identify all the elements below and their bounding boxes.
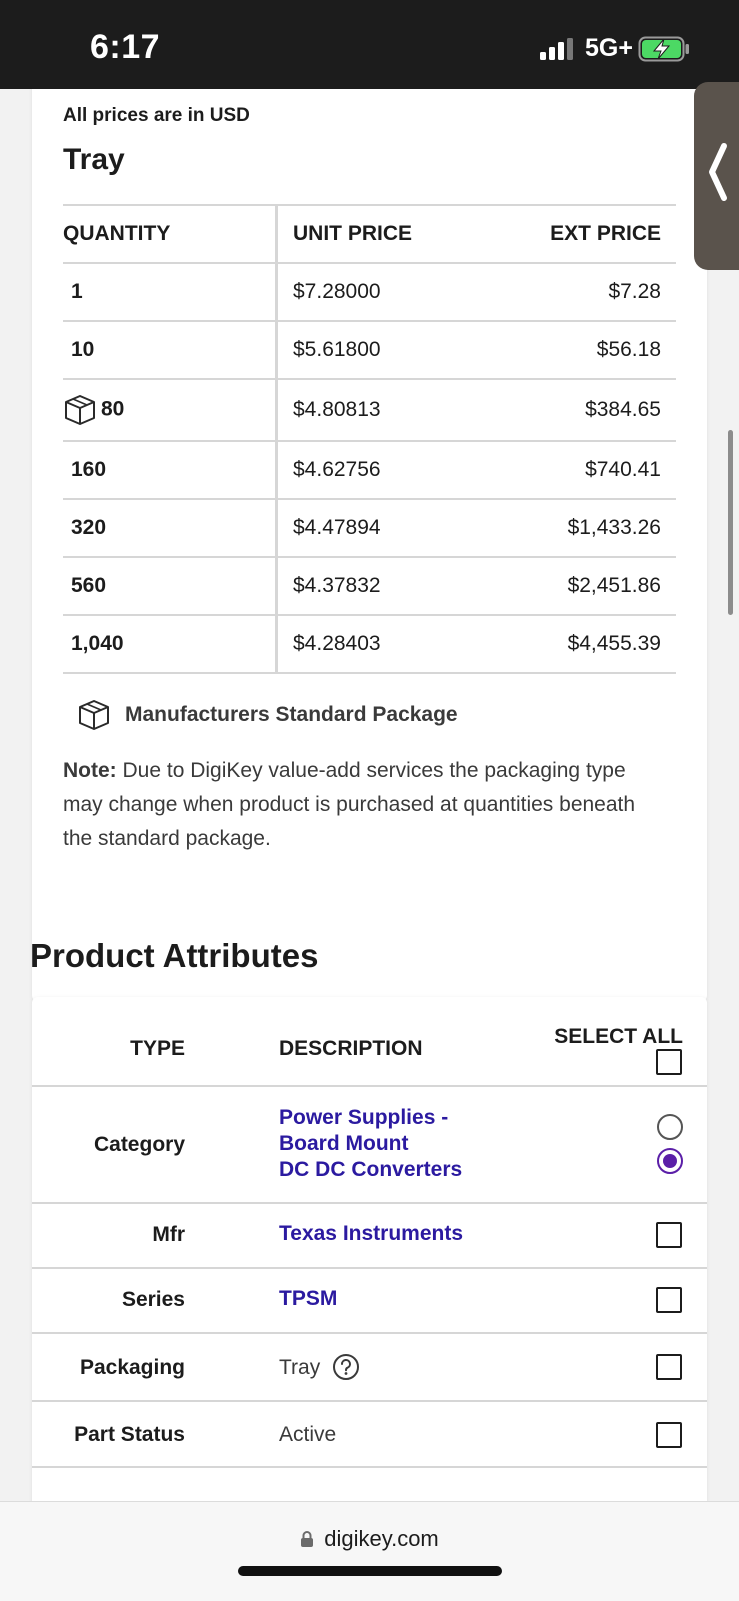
- attribute-row-category: Category Power Supplies - Board Mount DC…: [32, 1087, 707, 1204]
- attribute-type: Part Status: [74, 1423, 185, 1446]
- chevron-left-icon: [709, 143, 727, 201]
- price-row: 160 $4.62756 $740.41: [63, 441, 676, 500]
- attribute-value: Active: [279, 1423, 337, 1446]
- attribute-value-link[interactable]: Texas Instruments: [279, 1222, 464, 1245]
- browser-address-bar[interactable]: digikey.com: [0, 1501, 739, 1601]
- attribute-row-mfr: Mfr Texas Instruments: [32, 1204, 707, 1269]
- attributes-header-row: TYPE DESCRIPTION SELECT ALL: [32, 997, 707, 1087]
- attribute-checkbox[interactable]: [656, 1222, 682, 1248]
- attribute-checkbox[interactable]: [656, 1287, 682, 1313]
- page-content: All prices are in USD Tray QUANTITY UNIT…: [0, 89, 739, 1501]
- attribute-value: Tray: [279, 1356, 321, 1379]
- price-row-unit: $4.28403: [276, 615, 484, 674]
- attributes-table: TYPE DESCRIPTION SELECT ALL Category Pow…: [32, 997, 707, 1501]
- select-all-label: SELECT ALL: [554, 1025, 683, 1048]
- price-row-unit: $5.61800: [276, 321, 484, 380]
- network-type: 5G+: [585, 34, 633, 62]
- price-row: 1,040 $4.28403 $4,455.39: [63, 615, 676, 674]
- url-display[interactable]: digikey.com: [0, 1526, 739, 1552]
- attribute-type: Packaging: [79, 1356, 185, 1379]
- help-question-icon[interactable]: [332, 1353, 360, 1381]
- scrollbar[interactable]: [728, 430, 733, 615]
- price-row: 320 $4.47894 $1,433.26: [63, 499, 676, 558]
- attribute-row-series: Series TPSM: [32, 1269, 707, 1334]
- url-text: digikey.com: [324, 1526, 439, 1551]
- currency-note: All prices are in USD: [63, 105, 250, 126]
- status-time: 6:17: [90, 28, 161, 66]
- price-row-ext: $384.65: [483, 379, 676, 442]
- note-label: Note:: [63, 759, 117, 782]
- price-row-ext: $4,455.39: [483, 615, 676, 674]
- lock-icon: [301, 1531, 314, 1547]
- price-row-qty: 320: [63, 499, 278, 558]
- unit-price-header: UNIT PRICE: [276, 204, 484, 264]
- side-drawer-handle[interactable]: [694, 82, 739, 270]
- attribute-type: Mfr: [152, 1223, 185, 1246]
- packaging-note: Note: Due to DigiKey value-add services …: [63, 754, 663, 856]
- attribute-row-packaging: Packaging Tray: [32, 1334, 707, 1402]
- price-row: 1 $7.28000 $7.28: [63, 263, 676, 322]
- type-header: TYPE: [130, 1037, 185, 1060]
- price-row-qty: 1,040: [63, 615, 278, 674]
- select-all-checkbox[interactable]: [656, 1049, 682, 1075]
- standard-package-label: Manufacturers Standard Package: [125, 703, 458, 726]
- price-row-qty: 80: [101, 397, 125, 421]
- attribute-type: Category: [93, 1133, 185, 1156]
- price-row-standard-package: 80 $4.80813 $384.65: [63, 379, 676, 442]
- price-row-qty-cell: 80: [63, 379, 278, 442]
- price-row: 560 $4.37832 $2,451.86: [63, 557, 676, 616]
- price-row-ext: $740.41: [483, 441, 676, 500]
- price-row-qty: 560: [63, 557, 278, 616]
- ext-price-header: EXT PRICE: [483, 204, 676, 264]
- price-row-unit: $4.37832: [276, 557, 484, 616]
- description-header: DESCRIPTION: [279, 1037, 423, 1060]
- price-table: QUANTITY UNIT PRICE EXT PRICE 1 $7.28000…: [63, 204, 676, 674]
- note-text: Due to DigiKey value-add services the pa…: [63, 759, 636, 850]
- battery-charging-icon: [638, 36, 689, 62]
- category-links: Power Supplies - Board Mount DC DC Conve…: [279, 1105, 462, 1183]
- price-row: 10 $5.61800 $56.18: [63, 321, 676, 380]
- category-link[interactable]: Power Supplies -: [279, 1106, 449, 1129]
- price-row-qty: 1: [63, 263, 278, 322]
- package-box-icon: [65, 395, 95, 425]
- price-row-ext: $56.18: [483, 321, 676, 380]
- category-link[interactable]: Board Mount: [279, 1132, 409, 1155]
- price-row-unit: $7.28000: [276, 263, 484, 322]
- attribute-value-link[interactable]: TPSM: [279, 1287, 338, 1310]
- pricing-card: All prices are in USD Tray QUANTITY UNIT…: [32, 89, 707, 1003]
- price-row-unit: $4.47894: [276, 499, 484, 558]
- package-type-title: Tray: [63, 143, 125, 176]
- price-row-ext: $1,433.26: [483, 499, 676, 558]
- price-row-ext: $2,451.86: [483, 557, 676, 616]
- price-table-header: QUANTITY UNIT PRICE EXT PRICE: [63, 204, 676, 264]
- price-row-unit: $4.62756: [276, 441, 484, 500]
- cellular-signal-icon: [540, 38, 573, 60]
- price-row-ext: $7.28: [483, 263, 676, 322]
- price-row-unit: $4.80813: [276, 379, 484, 442]
- attribute-row-part-status: Part Status Active: [32, 1402, 707, 1468]
- price-row-qty: 160: [63, 441, 278, 500]
- price-row-qty: 10: [63, 321, 278, 380]
- attribute-checkbox[interactable]: [656, 1422, 682, 1448]
- package-box-icon: [79, 700, 109, 730]
- category-radio-parent[interactable]: [657, 1114, 683, 1140]
- category-link[interactable]: DC DC Converters: [279, 1158, 463, 1181]
- home-indicator[interactable]: [238, 1566, 502, 1576]
- attribute-type: Series: [121, 1288, 185, 1311]
- product-attributes-heading: Product Attributes: [30, 937, 319, 974]
- status-bar: 6:17 5G+: [0, 0, 739, 89]
- standard-package-legend: Manufacturers Standard Package: [77, 699, 458, 731]
- category-radio-selected[interactable]: [657, 1148, 683, 1174]
- attribute-checkbox[interactable]: [656, 1354, 682, 1380]
- quantity-header: QUANTITY: [63, 204, 278, 264]
